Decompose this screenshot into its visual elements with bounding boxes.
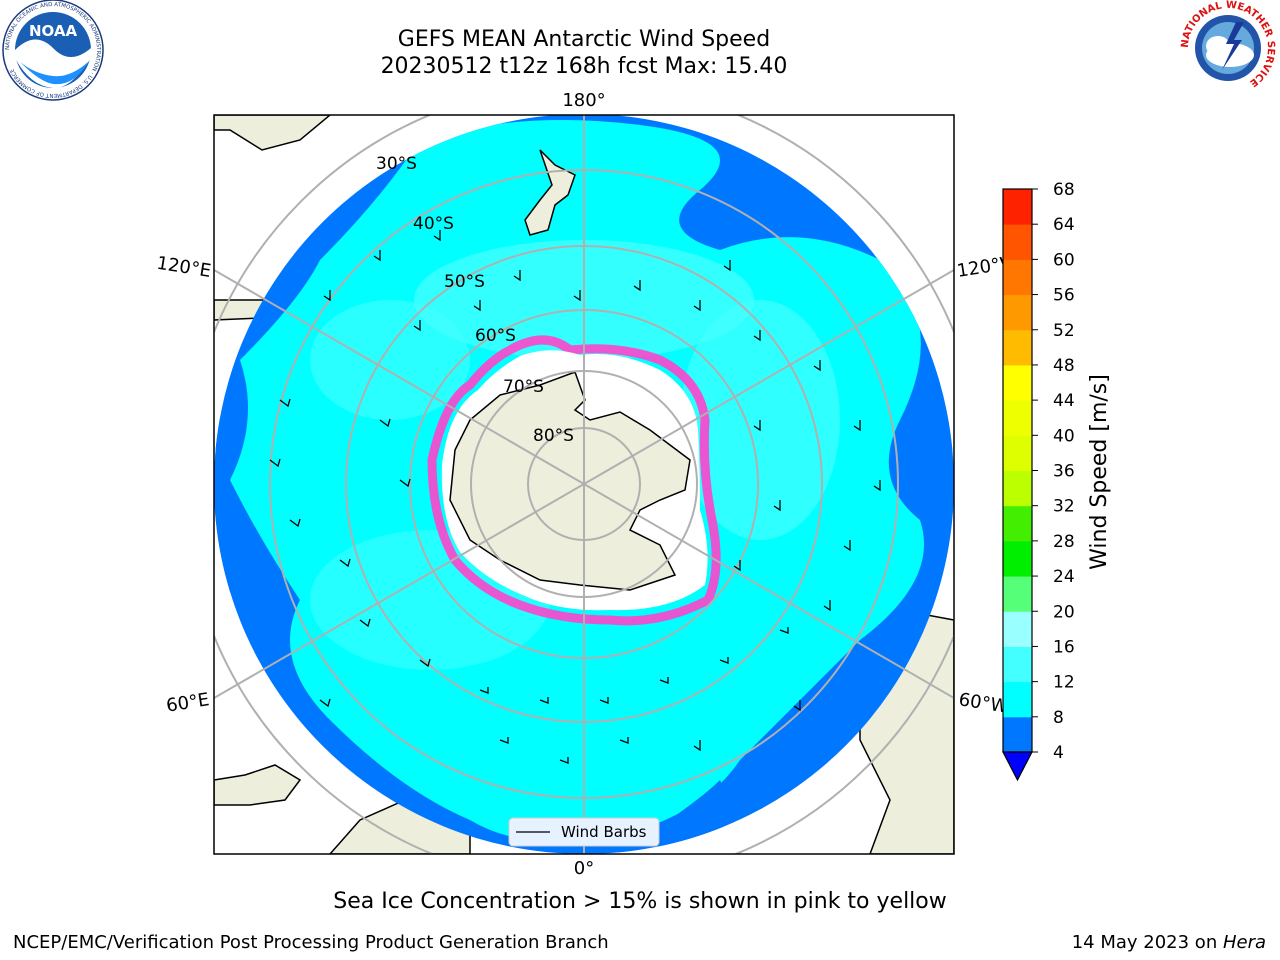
lat-label-30s: 30°S [376,154,417,174]
antarctica [441,350,708,611]
colorbar-tick-label: 40 [1053,426,1075,446]
wind-barbs [269,230,881,764]
colorbar-segment [1003,576,1032,612]
colorbar-segment [1003,400,1032,436]
lat-label-60s: 60°S [475,326,516,346]
lon-label-0: 0° [574,858,594,879]
colorbar-segment [1003,716,1032,753]
map-subtitle: 20230512 t12z 168h fcst Max: 15.40 [380,54,788,79]
lat-label-80s: 80°S [533,426,574,446]
sea-ice-caption: Sea Ice Concentration > 15% is shown in … [333,889,947,914]
nws-logo: NATIONAL WEATHER SERVICE [1180,0,1276,94]
lat-label-50s: 50°S [444,272,485,292]
colorbar-segment [1003,329,1032,366]
land-madagascar [214,764,302,806]
map-border [213,114,955,855]
colorbar-tick-label: 56 [1053,286,1075,306]
colorbar-tick-label: 52 [1053,321,1075,341]
lon-label-60e: 60°E [165,689,211,717]
graticule [214,115,954,854]
colorbar-tick-label: 44 [1053,391,1075,411]
colorbar-segment [1003,646,1032,683]
noaa-logo: NOAA NATIONAL OCEANIC AND ATMOSPHERIC AD… [2,0,104,101]
colorbar-tick-label: 16 [1053,637,1075,657]
footer-date: 14 May 2023 on Hera [1071,932,1266,953]
colorbar-segment [1003,435,1032,471]
colorbar-tick-label: 64 [1053,215,1075,235]
colorbar-tick-label: 12 [1053,673,1075,693]
lat-label-70s: 70°S [503,377,544,397]
colorbar-extend-arrow [1002,751,1033,782]
map-title: GEFS MEAN Antarctic Wind Speed [397,27,771,52]
colorbar-tick-label: 32 [1053,497,1075,517]
noaa-logo-text: NOAA [29,22,78,40]
colorbar-tick-label: 68 [1053,180,1075,200]
footer-host: Hera [1222,932,1266,953]
polar-map: Wind Barbs 30°S 40°S 50°S 60°S 70°S 80°S… [155,90,1112,879]
colorbar-segment [1003,364,1032,401]
colorbar-tick-label: 48 [1053,356,1075,376]
colorbar-segment [1003,224,1032,260]
colorbar-label: Wind Speed [m/s] [1087,374,1112,570]
colorbar-tick-label: 8 [1053,708,1064,728]
colorbar-tick-label: 60 [1053,250,1075,270]
footer-branch: NCEP/EMC/Verification Post Processing Pr… [13,932,609,953]
colorbar-segment [1003,540,1032,577]
colorbar-segment [1003,470,1032,507]
colorbar-tick-label: 20 [1053,602,1075,622]
land-top-left [214,115,332,151]
lon-label-180: 180° [562,90,605,111]
colorbar-segment [1003,259,1032,296]
colorbar-tick-label: 36 [1053,462,1075,482]
colorbar-tick-label: 28 [1053,532,1075,552]
sea-ice-band [427,335,721,626]
legend-label: Wind Barbs [561,823,647,841]
colorbar-segment [1003,681,1032,718]
wind-barbs-legend: Wind Barbs [508,817,660,847]
lon-label-60w: 60°W [957,689,1010,718]
colorbar-segment [1003,611,1032,647]
colorbar-tick-label: 24 [1053,567,1075,587]
lat-label-40s: 40°S [413,214,454,234]
colorbar-tick-label: 4 [1053,743,1064,763]
colorbar-segment [1003,505,1032,542]
colorbar-segment [1003,189,1032,225]
colorbar-segment [1003,294,1032,331]
lon-label-120e: 120°E [155,253,212,282]
